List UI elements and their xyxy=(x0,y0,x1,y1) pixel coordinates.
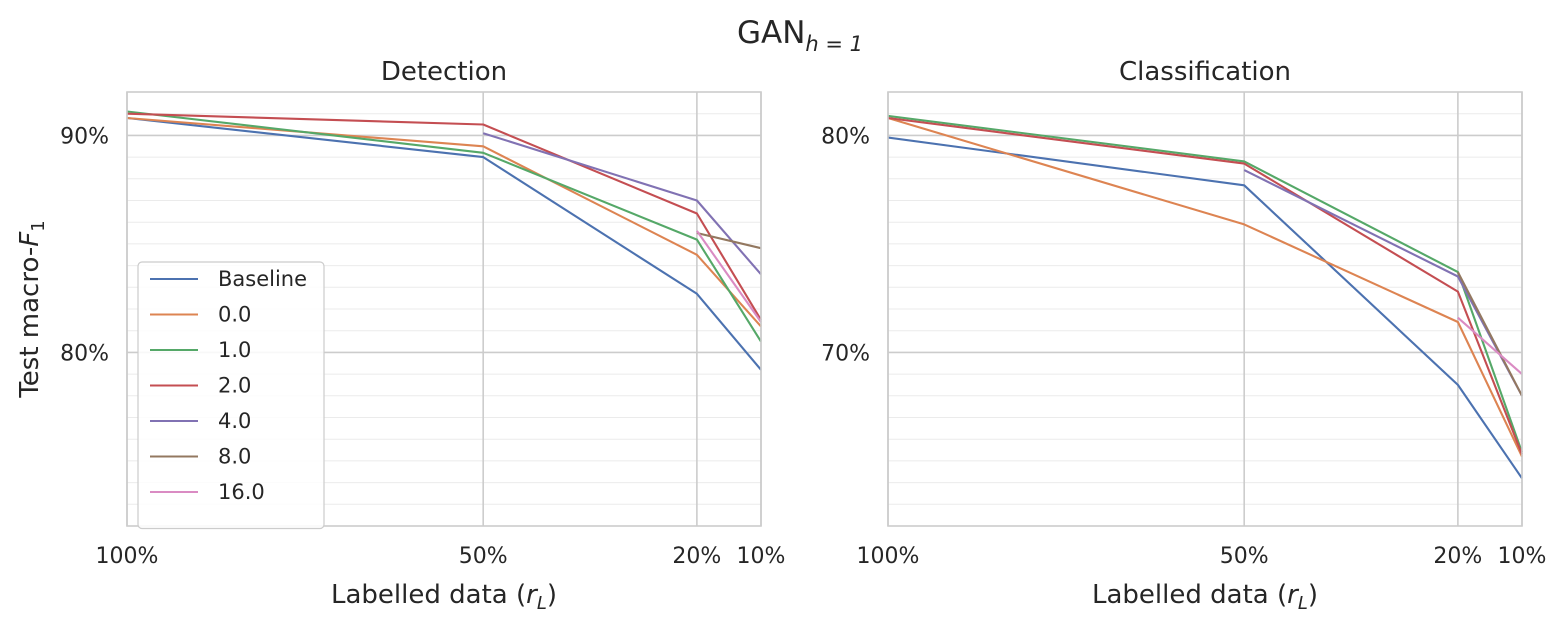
series-line-baseline xyxy=(887,136,1523,479)
plot-frame xyxy=(887,91,1523,527)
y-axis-label-main: Test macro- xyxy=(15,247,45,399)
panel-title: Classification xyxy=(1119,57,1291,87)
suptitle-main: GAN xyxy=(737,15,805,51)
x-tick-label: 10% xyxy=(1498,544,1547,569)
y-tick-label: 90% xyxy=(60,124,109,149)
series-line-baseline xyxy=(126,116,762,371)
figure-suptitle: GANh = 1 xyxy=(737,15,863,56)
x-axis-label-sub: L xyxy=(1298,593,1308,614)
series-line-0-0 xyxy=(887,116,1523,458)
x-tick-label: 20% xyxy=(1433,544,1482,569)
x-axis-label-var: r xyxy=(526,580,539,610)
x-axis-label-var: r xyxy=(1287,580,1300,610)
x-axis-label-main: Labelled data ( xyxy=(1092,580,1287,610)
x-axis-label-sub: L xyxy=(537,593,547,614)
y-axis-label: Test macro-F1 xyxy=(15,220,49,398)
y-tick-label: 70% xyxy=(821,341,870,366)
y-axis-label-var: F xyxy=(15,231,45,247)
series-line-1-0 xyxy=(887,114,1523,453)
detection-panel: Detection 80% 90% 100% 50% 20% 10% Labelled dat… xyxy=(15,57,785,614)
y-tick-label: 80% xyxy=(821,124,870,149)
series-line-8-0 xyxy=(696,231,762,250)
series-line-2-0 xyxy=(126,112,762,321)
x-axis-label-main: Labelled data ( xyxy=(331,580,526,610)
classification-panel: Classification 70% 80% 100% 50% 20% 10% Labelle… xyxy=(821,57,1546,614)
legend-label: 0.0 xyxy=(218,303,251,327)
x-tick-label: 100% xyxy=(857,544,920,569)
legend-label: 8.0 xyxy=(218,445,251,469)
x-tick-label: 50% xyxy=(459,544,508,569)
legend: Baseline 0.0 1.0 2.0 4.0 8.0 16.0 xyxy=(137,261,325,530)
x-tick-label: 100% xyxy=(96,544,159,569)
y-tick-label: 80% xyxy=(60,341,109,366)
x-axis-label: Labelled data (rL) xyxy=(1092,580,1318,614)
legend-label: 2.0 xyxy=(218,374,251,398)
legend-label: 16.0 xyxy=(218,480,265,504)
y-axis-label-sub: 1 xyxy=(28,220,49,231)
series-line-8-0 xyxy=(1456,271,1523,397)
series-line-16-0 xyxy=(696,230,762,323)
panel-title: Detection xyxy=(381,57,507,87)
legend-label: 4.0 xyxy=(218,409,251,433)
x-axis-label-end: ) xyxy=(1308,580,1318,610)
legend-label: 1.0 xyxy=(218,338,251,362)
series-line-4-0 xyxy=(482,132,762,275)
legend-label: Baseline xyxy=(218,267,307,291)
legend-box xyxy=(137,261,325,530)
x-tick-label: 10% xyxy=(737,544,786,569)
x-axis-label: Labelled data (rL) xyxy=(331,580,557,614)
plot-frame xyxy=(126,91,762,527)
x-axis-label-end: ) xyxy=(547,580,557,610)
x-tick-label: 20% xyxy=(672,544,721,569)
series-line-16-0 xyxy=(1457,316,1523,375)
series-line-1-0 xyxy=(126,110,762,343)
suptitle-sub: h = 1 xyxy=(805,32,863,56)
series-line-2-0 xyxy=(887,116,1523,455)
x-tick-label: 50% xyxy=(1220,544,1269,569)
